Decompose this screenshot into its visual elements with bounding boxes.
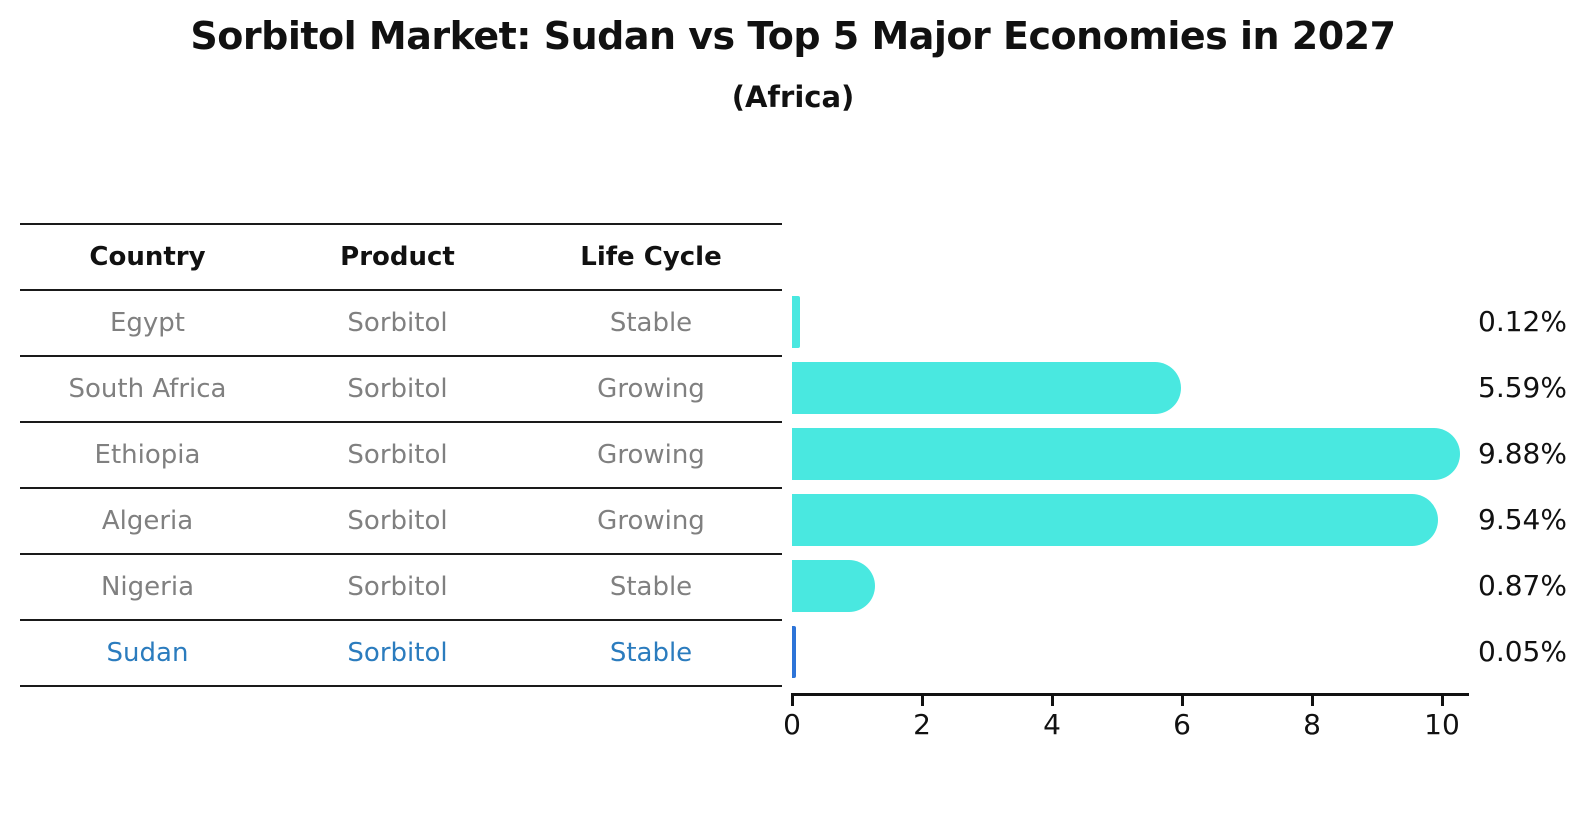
cell-life-cycle: Stable — [609, 572, 693, 602]
cell-product: Sorbitol — [347, 506, 448, 536]
chart-title: Sorbitol Market: Sudan vs Top 5 Major Ec… — [190, 14, 1396, 58]
table-header-country: Country — [89, 242, 206, 272]
bar-value-label: 0.87% — [1478, 569, 1567, 602]
bar-value-label: 5.59% — [1478, 371, 1567, 404]
cell-country: Egypt — [109, 308, 186, 338]
cell-product: Sorbitol — [347, 638, 448, 668]
cell-country: Ethiopia — [94, 440, 201, 470]
bar-value-label: 0.12% — [1478, 305, 1567, 338]
cell-product: Sorbitol — [347, 572, 448, 602]
x-tick-mark — [791, 693, 794, 706]
table-row-algeria: Algeria Sorbitol Growing — [20, 487, 782, 553]
table-row-south-africa: South Africa Sorbitol Growing — [20, 355, 782, 421]
x-tick-mark — [921, 693, 924, 706]
bar-south-africa — [792, 362, 1182, 414]
cell-life-cycle: Growing — [597, 506, 705, 536]
table-row-sudan: Sudan Sorbitol Stable — [20, 619, 782, 687]
cell-life-cycle: Growing — [597, 440, 705, 470]
x-tick-label: 2 — [913, 708, 931, 741]
table-row-ethiopia: Ethiopia Sorbitol Growing — [20, 421, 782, 487]
bar-algeria — [792, 494, 1439, 546]
x-axis-line — [792, 693, 1469, 696]
cell-product: Sorbitol — [347, 440, 448, 470]
comparison-table-body: Egypt Sorbitol Stable South Africa Sorbitol G… — [20, 289, 782, 687]
table-header-row: Country Product Life Cycle — [20, 223, 782, 289]
bar-sudan — [792, 626, 796, 678]
x-tick-label: 10 — [1424, 708, 1460, 741]
bar-value-label: 0.05% — [1478, 635, 1567, 668]
cell-product: Sorbitol — [347, 308, 448, 338]
x-tick-mark — [1311, 693, 1314, 706]
bar-ethiopia — [792, 428, 1461, 480]
cell-country: Nigeria — [100, 572, 195, 602]
table-row-egypt: Egypt Sorbitol Stable — [20, 289, 782, 355]
x-tick-label: 0 — [783, 708, 801, 741]
x-tick-mark — [1051, 693, 1054, 706]
x-tick-label: 6 — [1173, 708, 1191, 741]
cell-country: Algeria — [101, 506, 194, 536]
cell-country: Sudan — [106, 638, 189, 668]
x-tick-mark — [1441, 693, 1444, 706]
comparison-table: Country Product Life Cycle Egypt Sorbitol… — [20, 223, 782, 687]
table-header-life-cycle: Life Cycle — [580, 242, 722, 272]
bar-value-label: 9.88% — [1478, 437, 1567, 470]
chart-subtitle: (Africa) — [731, 80, 855, 114]
bar-nigeria — [792, 560, 875, 612]
cell-country: South Africa — [68, 374, 227, 404]
cell-product: Sorbitol — [347, 374, 448, 404]
bar-value-label: 9.54% — [1478, 503, 1567, 536]
bar-egypt — [792, 296, 800, 348]
x-tick-label: 8 — [1303, 708, 1321, 741]
cell-life-cycle: Stable — [609, 308, 693, 338]
x-tick-label: 4 — [1043, 708, 1061, 741]
cell-life-cycle: Growing — [597, 374, 705, 404]
table-row-nigeria: Nigeria Sorbitol Stable — [20, 553, 782, 619]
table-header-product: Product — [340, 242, 455, 272]
cell-life-cycle: Stable — [609, 638, 693, 668]
x-tick-mark — [1181, 693, 1184, 706]
